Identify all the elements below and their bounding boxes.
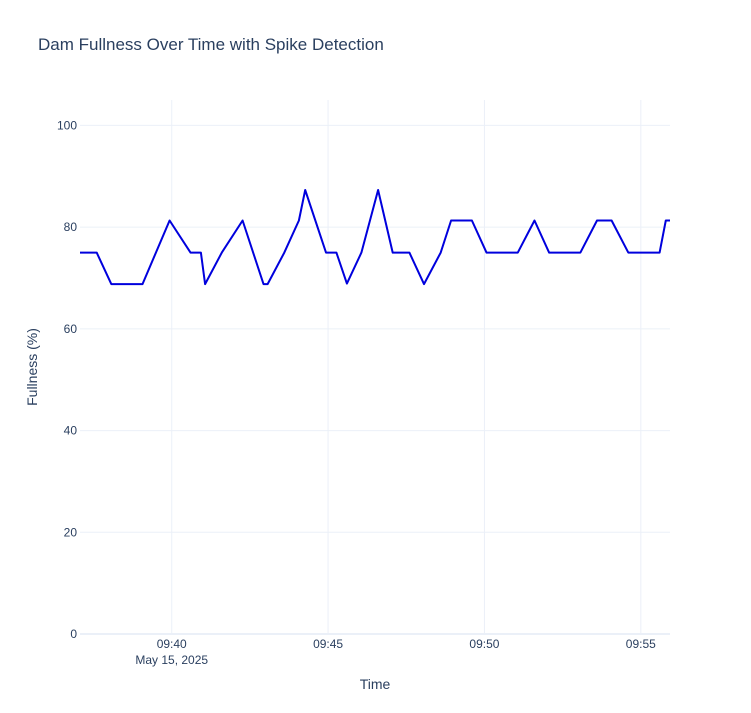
x-tick-date-label: May 15, 2025 [135,653,208,667]
x-axis-title: Time [360,676,391,692]
y-tick-label: 100 [57,118,77,132]
y-tick-label: 80 [64,220,78,234]
x-tick-label: 09:40 [157,637,187,651]
grid [80,100,670,635]
y-tick-label: 40 [64,424,78,438]
y-axis-title: Fullness (%) [24,328,40,406]
series-line [80,189,670,286]
x-tick-label: 09:50 [469,637,499,651]
x-tick-label: 09:45 [313,637,343,651]
y-axis-ticks: 0 20 40 60 80 100 [57,118,77,641]
chart-title: Dam Fullness Over Time with Spike Detect… [38,35,384,54]
series-layer [80,189,670,286]
x-axis-ticks: 09:40 May 15, 2025 09:45 09:50 09:55 [135,637,656,667]
x-tick-label: 09:55 [626,637,656,651]
y-tick-label: 20 [64,525,78,539]
y-tick-label: 60 [64,322,78,336]
y-tick-label: 0 [70,627,77,641]
